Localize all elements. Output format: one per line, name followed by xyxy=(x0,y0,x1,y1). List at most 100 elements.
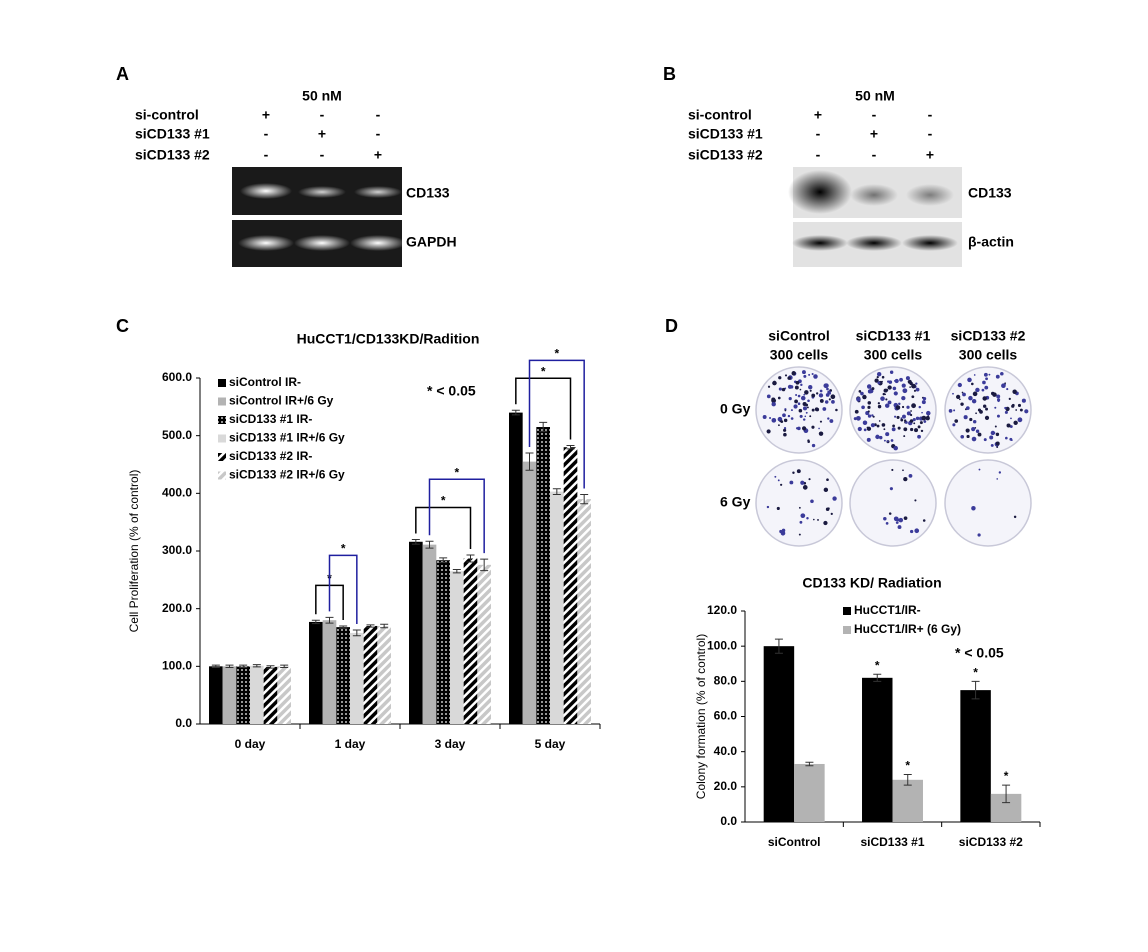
band-label: CD133 xyxy=(406,185,450,201)
colony xyxy=(802,370,806,375)
colony xyxy=(994,406,997,409)
colony xyxy=(882,392,886,396)
colony xyxy=(883,517,887,521)
colony xyxy=(884,393,886,396)
legend-label: HuCCT1/IR- xyxy=(854,603,921,617)
colony xyxy=(972,391,978,397)
error-bar xyxy=(252,664,261,668)
colony xyxy=(783,418,788,423)
colony xyxy=(798,408,803,413)
colony xyxy=(787,414,791,418)
legend-swatch xyxy=(843,626,851,634)
colony xyxy=(965,428,970,433)
colony xyxy=(776,506,780,511)
colony xyxy=(794,399,798,404)
colony xyxy=(1009,425,1013,428)
row-mark: - xyxy=(872,147,877,163)
colony xyxy=(1015,409,1018,411)
band xyxy=(902,235,958,251)
bar xyxy=(209,666,223,724)
colony xyxy=(871,387,875,391)
colony xyxy=(1000,372,1004,376)
significance-marker: * xyxy=(905,759,910,773)
significance-label: * xyxy=(441,494,446,508)
panel-label: A xyxy=(116,64,129,84)
colony xyxy=(1024,409,1029,414)
colony xyxy=(956,394,961,400)
row-mark: - xyxy=(264,147,269,163)
row-label: siCD133 #2 xyxy=(135,147,210,163)
colony xyxy=(973,374,976,376)
colony xyxy=(891,427,896,432)
colony xyxy=(811,372,814,376)
colony xyxy=(893,445,898,451)
colony xyxy=(885,403,890,408)
error-bar xyxy=(971,680,980,700)
row-label: siCD133 #2 xyxy=(688,147,763,163)
x-tick-label: 1 day xyxy=(335,737,366,751)
legend-swatch xyxy=(218,379,226,387)
colony xyxy=(767,385,771,388)
colony xyxy=(926,410,931,416)
bar xyxy=(236,666,250,724)
colony xyxy=(899,377,903,382)
colony xyxy=(823,520,828,526)
colony xyxy=(870,423,875,428)
colony xyxy=(866,426,872,431)
row-mark: + xyxy=(262,107,270,123)
colony xyxy=(867,401,872,405)
colony xyxy=(782,413,786,418)
colony xyxy=(777,416,783,422)
colony xyxy=(823,487,829,493)
error-bar xyxy=(266,665,275,669)
bar xyxy=(309,621,323,724)
colony xyxy=(909,529,914,534)
colony xyxy=(830,394,836,400)
colony xyxy=(911,395,915,399)
colony xyxy=(911,403,916,409)
colony xyxy=(853,417,857,421)
legend-swatch xyxy=(843,607,851,615)
colony xyxy=(815,392,819,395)
colony xyxy=(787,376,791,380)
colony xyxy=(799,414,803,418)
bar xyxy=(322,620,337,724)
row-mark: + xyxy=(318,126,326,142)
colony xyxy=(912,418,916,422)
colony xyxy=(804,390,809,395)
colony xyxy=(800,513,806,519)
colony xyxy=(907,379,912,384)
band xyxy=(354,186,402,198)
colony xyxy=(835,408,838,412)
band xyxy=(792,235,848,251)
colony xyxy=(898,402,901,406)
colony xyxy=(904,419,907,422)
plate xyxy=(755,459,843,547)
bar xyxy=(277,666,291,724)
dose-label: 0 Gy xyxy=(720,401,751,417)
error-bar xyxy=(480,558,489,572)
colony xyxy=(903,476,908,482)
colony xyxy=(800,383,803,387)
x-tick-label: 0 day xyxy=(235,737,266,751)
bar xyxy=(509,412,523,724)
colony xyxy=(819,420,823,423)
colony xyxy=(804,415,807,418)
row-label: siCD133 #1 xyxy=(135,126,210,142)
colony xyxy=(917,434,921,439)
colony xyxy=(788,397,792,401)
colony xyxy=(915,382,918,385)
colony xyxy=(883,428,886,431)
error-bar xyxy=(425,540,434,549)
colony xyxy=(954,419,959,423)
colony xyxy=(885,388,889,392)
colony xyxy=(805,411,808,414)
colony xyxy=(827,390,831,395)
colony xyxy=(901,395,906,401)
bar xyxy=(794,763,825,822)
plate xyxy=(944,459,1032,547)
colony xyxy=(894,378,899,384)
colony xyxy=(977,409,980,412)
colony xyxy=(780,420,784,423)
colony xyxy=(1004,410,1008,414)
